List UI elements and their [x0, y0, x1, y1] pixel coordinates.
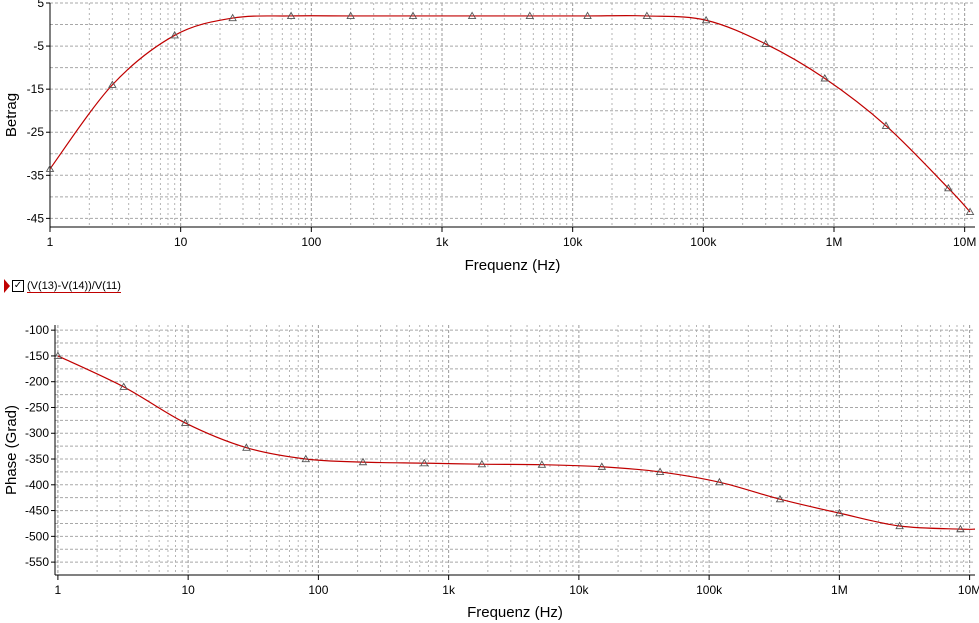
data-point-marker [180, 418, 190, 427]
y-tick-label: -150 [25, 349, 49, 363]
y-tick-label: -5 [33, 39, 44, 53]
data-point-marker [408, 11, 418, 19]
data-point-marker [597, 462, 607, 470]
y-tick-label: -300 [25, 426, 49, 440]
data-point-marker [525, 11, 535, 19]
data-point-marker [835, 508, 844, 517]
x-tick-label: 1M [826, 235, 843, 249]
x-tick-label: 1k [442, 583, 456, 597]
chart-phase: 1 10 100 1k 10k 100k 1M 10M -100 -150 -200 -250 -300… [3, 323, 979, 621]
data-point-marker [701, 15, 711, 24]
chart-magnitude: 1 10 100 1k 10k 100k 1M 10M 5 -5 -15 -25 -35 -45 Frequ… [3, 0, 976, 274]
data-point-marker [895, 521, 904, 530]
data-point-marker [881, 121, 891, 129]
data-point-marker [228, 13, 237, 22]
x-axis-title: Frequenz (Hz) [467, 604, 563, 621]
data-point-marker [537, 460, 547, 468]
y-tick-label: -450 [25, 504, 49, 518]
x-tick-label: 100k [696, 583, 723, 597]
data-point-marker [956, 524, 965, 533]
data-point-marker [965, 207, 975, 215]
data-point-marker [775, 494, 785, 503]
x-axis-title: Frequenz (Hz) [465, 257, 561, 274]
data-point-marker [655, 467, 665, 475]
data-point-marker [53, 351, 63, 360]
x-tick-label: 10M [958, 583, 979, 597]
y-axis-title: Phase (Grad) [3, 405, 20, 495]
data-point-marker [108, 80, 117, 88]
data-point-marker [45, 164, 55, 172]
x-tick-label: 100 [308, 583, 328, 597]
x-tick-label: 1 [55, 583, 62, 597]
x-tick-label: 1k [436, 235, 450, 249]
trace-legend[interactable]: ✓ (V(13)-V(14))/V(11) [4, 278, 121, 294]
data-point-marker [820, 73, 830, 82]
data-point-marker [761, 39, 770, 47]
y-tick-label: -350 [25, 452, 49, 466]
data-point-marker [286, 11, 296, 19]
data-point-marker [358, 457, 368, 466]
y-tick-label: -25 [27, 125, 45, 139]
data-point-marker [301, 454, 311, 463]
x-tick-label: 1M [831, 583, 848, 597]
data-point-marker [583, 11, 592, 19]
data-point-marker [467, 11, 477, 19]
data-point-marker [346, 11, 355, 19]
x-tick-label: 10 [174, 235, 188, 249]
trace-label: (V(13)-V(14))/V(11) [27, 279, 121, 293]
data-point-marker [119, 382, 128, 390]
y-tick-label: -15 [27, 82, 45, 96]
trace-marker-icon[interactable] [4, 279, 10, 293]
y-tick-label: -550 [25, 555, 49, 569]
x-tick-label: 10k [563, 235, 583, 249]
y-tick-label: -45 [27, 211, 45, 225]
y-tick-label: -400 [25, 478, 49, 492]
x-tick-label: 1 [47, 235, 54, 249]
data-point-marker [477, 459, 487, 468]
x-tick-label: 10M [953, 235, 976, 249]
y-tick-label: 5 [37, 0, 44, 10]
trace-visible-checkbox[interactable]: ✓ [12, 280, 24, 292]
data-point-marker [715, 477, 724, 486]
data-point-marker [242, 443, 251, 451]
y-tick-label: -100 [25, 323, 49, 337]
y-tick-label: -500 [25, 529, 49, 543]
series-line [57, 355, 975, 530]
data-point-marker [419, 458, 429, 467]
x-tick-label: 10k [569, 583, 589, 597]
data-point-marker [944, 183, 953, 192]
data-point-marker [170, 30, 179, 39]
x-tick-label: 10 [181, 583, 195, 597]
y-tick-label: -35 [27, 168, 45, 182]
data-point-marker [642, 11, 652, 19]
x-tick-label: 100 [301, 235, 321, 249]
series-line [50, 15, 971, 213]
y-tick-label: -250 [25, 400, 49, 414]
y-tick-label: -200 [25, 375, 49, 389]
x-tick-label: 100k [690, 235, 717, 249]
y-axis-title: Betrag [3, 93, 20, 137]
